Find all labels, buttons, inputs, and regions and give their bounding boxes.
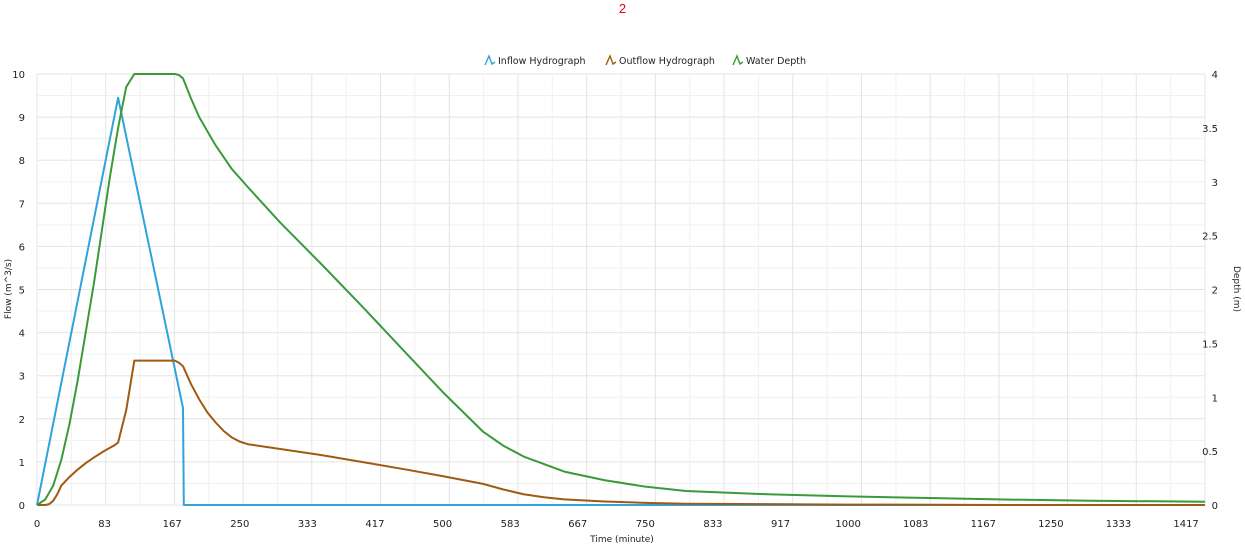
legend-swatch bbox=[732, 54, 744, 66]
y-tick-label: 10 bbox=[12, 70, 25, 81]
y-tick-label: 6 bbox=[19, 242, 25, 253]
y-axis-label: Flow (m^3/s) bbox=[4, 259, 14, 319]
y2-tick-label: 2.5 bbox=[1202, 232, 1218, 243]
chart-title: 2 bbox=[618, 1, 627, 16]
x-tick-label: 1000 bbox=[835, 519, 860, 530]
y2-axis-label: Depth (m) bbox=[1231, 266, 1241, 312]
y-tick-label: 3 bbox=[19, 372, 25, 383]
series-line-2 bbox=[37, 359, 1205, 506]
x-tick-label: 917 bbox=[771, 519, 790, 530]
legend-item-1[interactable]: Inflow Hydrograph bbox=[484, 54, 586, 67]
series-line-1 bbox=[36, 96, 1205, 506]
legend-swatch bbox=[605, 54, 617, 66]
y2-tick-label: 0.5 bbox=[1202, 447, 1218, 458]
legend-item-3[interactable]: Water Depth bbox=[732, 54, 806, 67]
y2-tick-label: 3.5 bbox=[1202, 124, 1218, 135]
grid-lines bbox=[36, 73, 1206, 506]
x-tick-label: 0 bbox=[34, 519, 40, 530]
y2-tick-label: 4 bbox=[1212, 70, 1218, 81]
x-tick-label: 833 bbox=[703, 519, 722, 530]
x-tick-label: 750 bbox=[636, 519, 655, 530]
x-tick-label: 167 bbox=[163, 519, 182, 530]
x-tick-label: 333 bbox=[298, 519, 317, 530]
x-axis-label: Time (minute) bbox=[589, 535, 654, 544]
x-tick-label: 1083 bbox=[903, 519, 928, 530]
y-tick-label: 4 bbox=[19, 329, 25, 340]
y-axis-ticks: 0 1 2 3 4 5 6 7 8 9 10 bbox=[12, 70, 25, 512]
x-tick-label: 83 bbox=[98, 519, 111, 530]
y-tick-label: 0 bbox=[19, 501, 25, 512]
y2-tick-label: 3 bbox=[1212, 178, 1218, 189]
y-tick-label: 1 bbox=[19, 458, 25, 469]
y-tick-label: 5 bbox=[19, 286, 25, 297]
series-line-3 bbox=[36, 73, 1206, 506]
y2-tick-label: 1.5 bbox=[1202, 339, 1218, 350]
plot-lines bbox=[36, 73, 1206, 506]
x-tick-label: 1250 bbox=[1038, 519, 1063, 530]
legend-label: Outflow Hydrograph bbox=[619, 56, 715, 67]
x-tick-label: 500 bbox=[433, 519, 452, 530]
x-tick-label: 1417 bbox=[1173, 519, 1198, 530]
legend[interactable]: Inflow Hydrograph Outflow Hydrograph Water… bbox=[484, 54, 806, 67]
legend-label: Inflow Hydrograph bbox=[498, 56, 586, 67]
y-tick-label: 9 bbox=[19, 113, 25, 124]
x-tick-label: 1333 bbox=[1106, 519, 1131, 530]
y-tick-label: 2 bbox=[19, 415, 25, 426]
x-tick-label: 250 bbox=[230, 519, 249, 530]
legend-swatch bbox=[484, 54, 496, 66]
x-axis-ticks: 0 83 167 250 333 417 500 583 667 750 833 917 1000 108… bbox=[34, 519, 1199, 530]
y-tick-label: 7 bbox=[19, 199, 25, 210]
y2-axis-ticks: 0 0.5 1 1.5 2 2.5 3 3.5 4 bbox=[1202, 70, 1218, 512]
x-tick-label: 583 bbox=[501, 519, 520, 530]
x-tick-label: 1167 bbox=[971, 519, 996, 530]
y2-tick-label: 1 bbox=[1212, 393, 1218, 404]
y-tick-label: 8 bbox=[19, 156, 25, 167]
legend-item-2[interactable]: Outflow Hydrograph bbox=[605, 54, 715, 67]
legend-label: Water Depth bbox=[746, 56, 806, 67]
y2-tick-label: 0 bbox=[1212, 501, 1218, 512]
x-tick-label: 667 bbox=[568, 519, 587, 530]
y2-tick-label: 2 bbox=[1212, 286, 1218, 297]
x-tick-label: 417 bbox=[365, 519, 384, 530]
